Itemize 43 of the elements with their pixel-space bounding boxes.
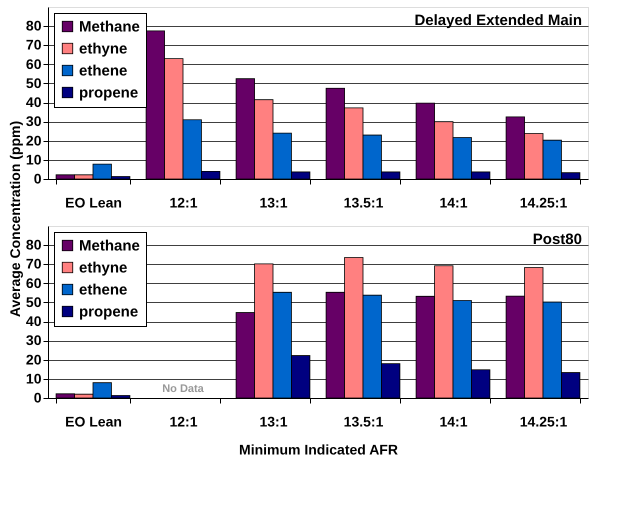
y-tick-label: 30 [26,113,42,130]
y-tick-label: 0 [34,170,42,186]
x-tick-label: 12:1 [169,194,198,210]
x-tick-label: EO Lean [65,414,122,430]
y-tick-label: 0 [34,390,42,406]
y-tick-label: 30 [26,332,42,348]
legend-label: ethene [79,62,128,80]
x-tick-label: EO Lean [65,194,122,210]
chart-title: Post80 [532,231,582,248]
x-tick-label: 12:1 [169,414,198,430]
y-tick-label: 40 [26,313,42,330]
y-tick-label: 20 [26,351,42,368]
y-tick-label: 50 [26,74,42,91]
legend-label: propene [79,304,138,320]
x-tick-label: 13.5:1 [344,194,384,210]
x-axis-title: Minimum Indicated AFR [239,442,398,458]
legend-label: Methane [79,18,140,36]
y-tick-label: 70 [26,36,42,53]
y-axis-title: Average Concentration (ppm) [7,120,23,318]
y-tick-label: 40 [26,94,42,110]
x-tick-label: 13.5:1 [344,414,384,430]
y-tick-label: 80 [26,236,42,253]
x-tick-label: 13:1 [259,194,288,210]
x-tick-label: 13:1 [259,414,288,430]
y-tick-label: 60 [26,56,42,72]
legend-label: ethyne [79,40,128,58]
x-tick-label: 14.25:1 [520,194,568,210]
y-tick-label: 70 [26,256,42,272]
legend-label: Methane [79,238,140,254]
chart-title: Delayed Extended Main [414,12,582,29]
legend-label: propene [79,84,138,102]
y-tick-label: 10 [26,370,42,386]
y-tick-label: 10 [26,151,42,168]
legend-label: ethyne [79,260,128,276]
y-tick-label: 60 [26,274,42,291]
y-tick-label: 20 [26,132,42,148]
x-tick-label: 14.25:1 [520,414,568,430]
y-tick-label: 80 [26,18,42,34]
annotation: No Data [162,383,205,395]
y-tick-label: 50 [26,294,42,310]
x-tick-label: 14:1 [439,194,468,210]
legend-label: ethene [79,282,128,298]
x-tick-label: 14:1 [439,414,468,430]
